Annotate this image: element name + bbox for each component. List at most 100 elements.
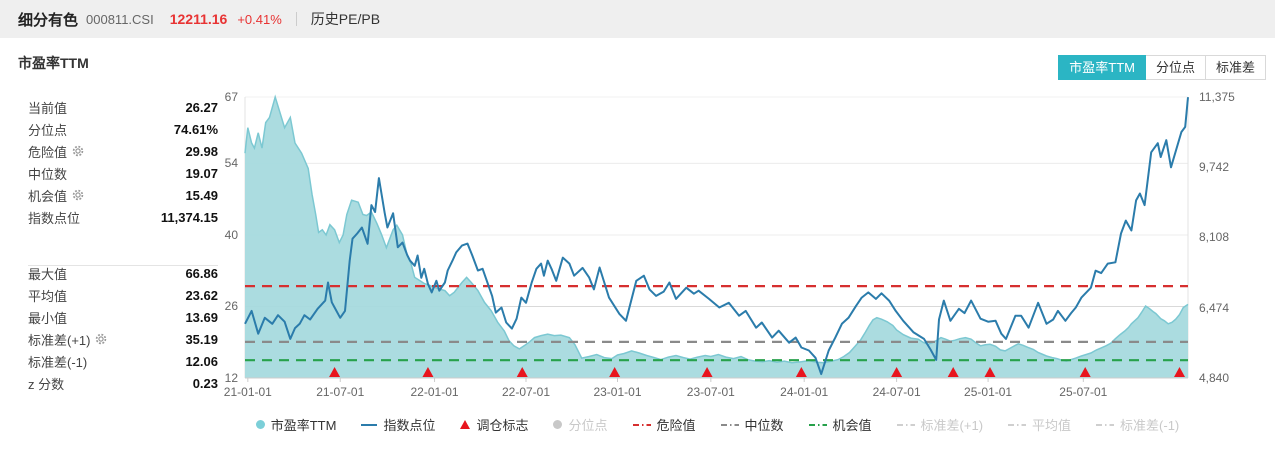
rebalance-marker: [701, 367, 713, 377]
legend-label: 指数点位: [383, 418, 436, 433]
x-axis-label: 23-01-01: [593, 385, 642, 399]
stat-value: 66.86: [185, 265, 218, 281]
series-area-pe-ttm: [245, 97, 1188, 378]
x-axis-label: 25-01-01: [964, 385, 1013, 399]
legend-triangle-marker: [460, 420, 471, 429]
stat-gear-button[interactable]: [72, 189, 84, 201]
stat-row-current: 当前值 26.27: [28, 96, 218, 118]
rebalance-marker: [1079, 367, 1091, 377]
menu-history-pe-pb[interactable]: 历史PE/PB: [310, 11, 381, 27]
stats-panel-current: 当前值 26.27 分位点 74.61% 危险值 29.98 中位数 19.07 机会值 15.4…: [28, 96, 218, 228]
rebalance-marker: [422, 367, 434, 377]
stat-value: 12.06: [185, 353, 218, 369]
legend-item-line[interactable]: 指数点位: [361, 415, 435, 434]
x-axis-label: 22-07-01: [501, 385, 551, 399]
stat-row-summary: 标准差(+1) 35.19: [28, 328, 218, 350]
legend-label: 调仓标志: [476, 418, 529, 433]
stat-label: 最小值: [28, 310, 68, 326]
stat-row-summary: 标准差(-1) 12.06: [28, 350, 218, 372]
stat-label: 中位数: [28, 166, 68, 182]
y-axis-left-label: 40: [224, 227, 238, 242]
legend-item-circle[interactable]: 分位点: [553, 415, 608, 434]
legend-label: 标准差(-1): [1120, 418, 1180, 433]
legend-label: 标准差(+1): [920, 418, 984, 433]
legend-item-dashdot[interactable]: 平均值: [1008, 415, 1071, 434]
legend-item-dashdot[interactable]: 中位数: [720, 415, 784, 434]
stats-divider: [28, 265, 218, 266]
y-axis-left-label: 54: [224, 156, 238, 171]
index-name: 细分有色: [18, 11, 79, 29]
stats-panel-summary: 最大值 66.86 平均值 23.62 最小值 13.69 标准差(+1) 35.19 标准差(…: [28, 262, 218, 394]
chart-legend: 市盈率TTM 指数点位 调仓标志 分位点 危险值 中位数 机会值 标准差(+1) 平均值 标准差(…: [245, 415, 1190, 434]
stat-row-current: 指数点位 11,374.15: [28, 206, 218, 228]
tab-stdev[interactable]: 标准差: [1204, 55, 1266, 80]
section-title: 市盈率TTM: [18, 55, 89, 71]
stat-value: 35.19: [185, 331, 218, 347]
rebalance-marker: [329, 367, 341, 377]
x-axis-label: 24-07-01: [872, 385, 921, 399]
legend-dashdot-marker: [1096, 423, 1115, 426]
x-axis-label: 21-01-01: [223, 385, 272, 399]
stat-value: 26.27: [185, 99, 218, 115]
legend-label: 危险值: [656, 418, 696, 433]
stat-label: 机会值: [28, 186, 84, 205]
stat-label: 标准差(+1): [28, 330, 107, 349]
legend-item-dashdot[interactable]: 机会值: [808, 415, 872, 434]
y-axis-right-label: 11,375: [1199, 90, 1235, 104]
rebalance-marker: [609, 367, 621, 377]
stat-value: 74.61%: [173, 121, 218, 137]
gear-icon[interactable]: [72, 145, 84, 157]
stat-label: 最大值: [28, 266, 68, 282]
metric-tab-group: 市盈率TTM 分位点 标准差: [1058, 55, 1266, 80]
y-axis-right-label: 6,474: [1199, 300, 1230, 315]
stat-row-current: 中位数 19.07: [28, 162, 218, 184]
legend-item-triangle[interactable]: 调仓标志: [460, 415, 528, 434]
rebalance-marker: [1174, 367, 1186, 377]
stat-label: 标准差(-1): [28, 354, 88, 370]
stat-gear-button[interactable]: [95, 333, 107, 345]
y-axis-left-label: 12: [224, 371, 238, 385]
index-code: 000811.CSI: [86, 11, 154, 27]
stat-value: 29.98: [185, 143, 218, 159]
stat-gear-button[interactable]: [72, 145, 84, 157]
stat-value: 0.23: [192, 375, 218, 391]
rebalance-marker: [984, 367, 996, 377]
x-axis-label: 24-01-01: [780, 385, 829, 399]
legend-label: 分位点: [568, 418, 608, 433]
stat-row-summary: 平均值 23.62: [28, 284, 218, 306]
y-axis-left-label: 26: [224, 299, 238, 314]
gear-icon[interactable]: [95, 333, 107, 345]
stat-value: 19.07: [185, 165, 218, 181]
rebalance-marker: [891, 367, 903, 377]
stat-row-current: 分位点 74.61%: [28, 118, 218, 140]
legend-item-dashdot[interactable]: 标准差(+1): [896, 415, 984, 434]
x-axis-label: 23-07-01: [686, 385, 735, 399]
legend-dashdot-marker: [896, 423, 915, 426]
legend-dashdot-marker: [808, 423, 827, 426]
y-axis-right-label: 4,840: [1199, 371, 1230, 385]
y-axis-right-label: 8,108: [1199, 230, 1230, 245]
header-divider: [295, 12, 297, 26]
tab-pe-ttm[interactable]: 市盈率TTM: [1058, 55, 1146, 80]
stat-label: 指数点位: [28, 210, 81, 226]
legend-dashdot-marker: [632, 423, 651, 426]
rebalance-marker: [516, 367, 528, 377]
legend-item-dashdot[interactable]: 危险值: [632, 415, 696, 434]
series-line-index: [244, 97, 1189, 376]
legend-dashdot-marker: [1008, 423, 1027, 426]
stat-row-summary: 最小值 13.69: [28, 306, 218, 328]
stat-row-summary: 最大值 66.86: [28, 262, 218, 284]
header-bar: 细分有色 000811.CSI 12211.16 +0.41% 历史PE/PB: [0, 0, 1275, 38]
legend-label: 市盈率TTM: [270, 418, 337, 433]
y-axis-left-label: 67: [224, 90, 238, 104]
x-axis-label: 22-01-01: [410, 385, 459, 399]
gear-icon[interactable]: [72, 189, 84, 201]
stat-label: 分位点: [28, 122, 68, 138]
x-axis-label: 25-07-01: [1059, 385, 1108, 399]
legend-item-dashdot[interactable]: 标准差(-1): [1096, 415, 1179, 434]
legend-label: 中位数: [744, 418, 784, 433]
legend-item-circle[interactable]: 市盈率TTM: [255, 415, 337, 434]
index-price: 12211.16: [169, 11, 228, 27]
